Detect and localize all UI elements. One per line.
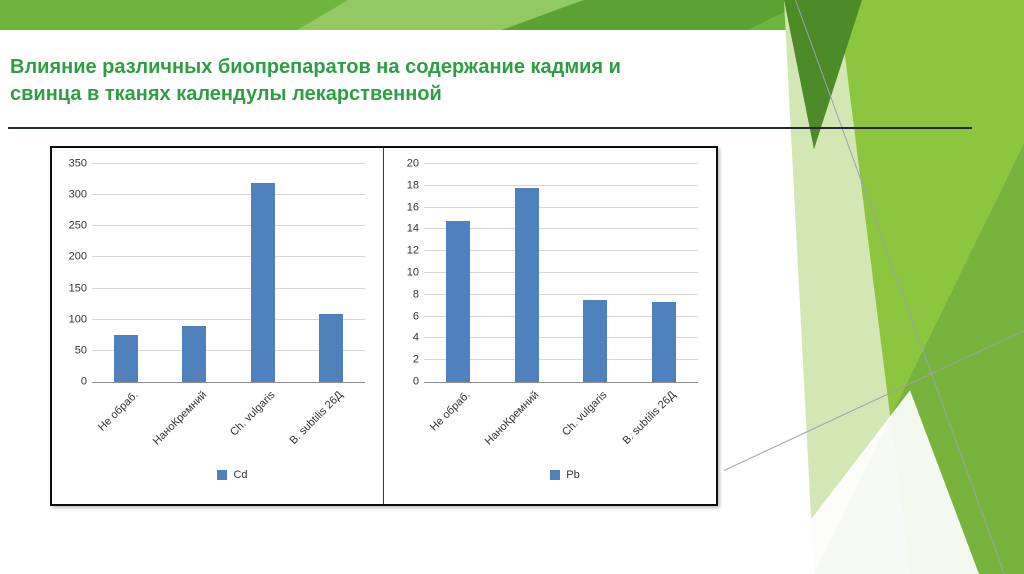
- gridline: [92, 256, 365, 258]
- plot-area: [92, 163, 365, 383]
- x-category-label: Ch. vulgaris: [227, 389, 278, 439]
- y-tick-label: 350: [68, 157, 87, 170]
- legend-label: Cd: [233, 469, 248, 481]
- page-title: Влияние различных биопрепаратов на содер…: [10, 54, 621, 108]
- pb-chart: 0 2 4 6 8 10 12 14 16 18 20 Не обраб. НаноКремний Ch…: [384, 148, 716, 504]
- y-tick-label: 2: [412, 353, 419, 366]
- y-tick-label: 18: [406, 179, 419, 192]
- x-category-label: B. subtilis 26Д: [620, 389, 679, 447]
- gridline: [424, 337, 698, 339]
- pb-plot-row: 0 2 4 6 8 10 12 14 16 18 20: [390, 158, 706, 387]
- bar: [114, 335, 139, 382]
- y-axis: 0 50 100 150 200 250 300 350: [58, 158, 92, 387]
- x-labels: Не обраб. НаноКремний Ch. vulgaris B. subti…: [424, 383, 698, 469]
- y-tick-label: 20: [406, 157, 419, 170]
- legend-swatch: [217, 470, 228, 480]
- y-tick-label: 0: [412, 375, 419, 388]
- x-category-label: Не обраб.: [428, 389, 473, 434]
- y-tick-label: 150: [68, 282, 87, 295]
- title-underline: [8, 127, 972, 129]
- gridline: [424, 250, 698, 252]
- y-axis: 0 2 4 6 8 10 12 14 16 18 20: [390, 158, 424, 387]
- gridline: [92, 318, 365, 320]
- x-category-label: НаноКремний: [482, 389, 542, 448]
- y-tick-label: 250: [68, 219, 87, 232]
- gridline: [92, 163, 365, 164]
- x-category-label: Ch. vulgaris: [560, 389, 610, 439]
- gridline: [424, 206, 698, 208]
- legend: Pb: [424, 469, 706, 481]
- y-tick-label: 4: [412, 331, 419, 344]
- gridline: [424, 293, 698, 295]
- title-line-1: Влияние различных биопрепаратов на содер…: [10, 56, 621, 78]
- y-tick-label: 10: [406, 266, 419, 279]
- bars: [92, 164, 365, 382]
- y-tick-label: 14: [406, 222, 419, 235]
- title-line-2: свинца в тканях календулы лекарственной: [10, 83, 442, 105]
- x-category-label: B. subtilis 26Д: [287, 389, 346, 447]
- y-tick-label: 50: [74, 344, 87, 357]
- legend-label: Pb: [566, 469, 580, 481]
- gridline: [92, 349, 365, 351]
- x-labels: Не обраб. НаноКремний Ch. vulgaris B. subti…: [92, 383, 365, 469]
- right-decoration: [724, 0, 1024, 574]
- bar: [318, 313, 343, 382]
- y-tick-label: 6: [412, 310, 419, 323]
- gridline: [92, 225, 365, 227]
- gridline: [424, 315, 698, 317]
- y-tick-label: 0: [80, 375, 87, 388]
- gridline: [92, 287, 365, 289]
- bar: [250, 182, 275, 382]
- y-tick-label: 8: [412, 288, 419, 301]
- bar: [514, 187, 539, 382]
- legend-swatch: [550, 470, 561, 480]
- cd-chart: 0 50 100 150 200 250 300 350 Не обраб. НаноКремн…: [52, 148, 384, 504]
- bar: [583, 300, 608, 382]
- bar: [651, 302, 676, 382]
- gridline: [424, 272, 698, 273]
- bar: [446, 220, 471, 382]
- x-category-label: НаноКремний: [150, 389, 209, 448]
- bars: [424, 164, 698, 382]
- cd-plot-row: 0 50 100 150 200 250 300 350: [58, 158, 373, 387]
- y-tick-label: 12: [406, 244, 419, 257]
- gridline: [92, 194, 365, 196]
- y-tick-label: 16: [406, 201, 419, 214]
- x-category-label: Не обраб.: [95, 389, 141, 434]
- chart-frame: 0 50 100 150 200 250 300 350 Не обраб. НаноКремн…: [50, 146, 718, 506]
- gridline: [424, 163, 698, 164]
- gridline: [424, 184, 698, 186]
- legend: Cd: [92, 469, 373, 481]
- y-tick-label: 100: [68, 313, 87, 326]
- bar: [182, 325, 207, 382]
- y-tick-label: 300: [68, 188, 87, 201]
- gridline: [424, 228, 698, 230]
- plot-area: [424, 163, 698, 383]
- y-tick-label: 200: [68, 250, 87, 263]
- gridline: [424, 359, 698, 361]
